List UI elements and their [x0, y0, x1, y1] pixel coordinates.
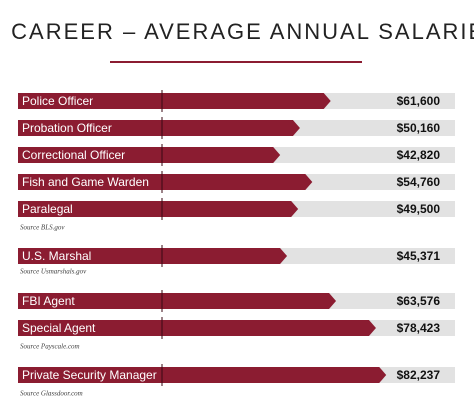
bar [18, 320, 376, 336]
bar [18, 367, 387, 383]
category-label: FBI Agent [22, 294, 75, 308]
value-label: $54,760 [397, 175, 441, 189]
category-label: U.S. Marshal [22, 249, 91, 263]
bar [18, 174, 313, 190]
value-label: $42,820 [397, 148, 441, 162]
value-label: $49,500 [397, 202, 441, 216]
bar [18, 120, 300, 136]
bar [18, 201, 299, 217]
bar [18, 147, 281, 163]
value-label: $82,237 [397, 368, 441, 382]
category-label: Private Security Manager [22, 368, 157, 382]
value-label: $61,600 [397, 94, 441, 108]
value-label: $45,371 [397, 249, 441, 263]
bar [18, 248, 288, 264]
source-note: Source Usmarshals.gov [20, 268, 87, 276]
value-label: $78,423 [397, 321, 441, 335]
source-note: Source Glassdoor.com [20, 390, 83, 398]
category-label: Fish and Game Warden [22, 175, 149, 189]
chart-title: CJ CAREER – AVERAGE ANNUAL SALARIES [0, 19, 474, 44]
bar [18, 93, 331, 109]
category-label: Special Agent [22, 321, 96, 335]
category-label: Correctional Officer [22, 148, 125, 162]
value-label: $50,160 [397, 121, 441, 135]
value-label: $63,576 [397, 294, 441, 308]
source-note: Source BLS.gov [20, 224, 65, 232]
category-label: Police Officer [22, 94, 93, 108]
category-label: Paralegal [22, 202, 73, 216]
bar [18, 293, 337, 309]
category-label: Probation Officer [22, 121, 112, 135]
source-note: Source Payscale.com [20, 343, 80, 351]
